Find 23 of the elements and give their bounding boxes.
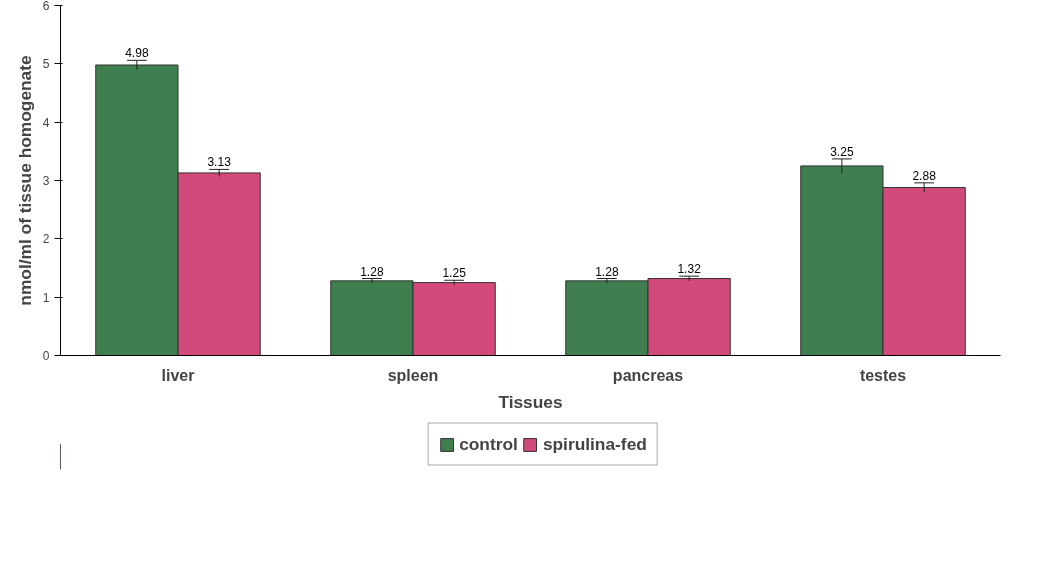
data-label: 1.25 [442, 266, 467, 281]
data-label: 4.98 [125, 46, 149, 61]
data-label: 1.28 [360, 264, 384, 279]
data-label: 1.32 [677, 262, 702, 277]
x-tick-label: spleen [387, 366, 439, 384]
y-tick-label: 4 [42, 115, 50, 130]
x-tick-label: testes [859, 366, 907, 384]
x-tick-label: pancreas [612, 366, 684, 384]
legend-label: control [459, 433, 518, 455]
y-tick-label: 6 [42, 0, 50, 13]
legend-label: spirulina-fed [542, 433, 647, 455]
y-tick-label: 1 [42, 290, 50, 305]
data-label: 3.25 [830, 144, 854, 159]
y-tick-label: 3 [42, 174, 50, 188]
y-tick-label: 0 [42, 349, 50, 363]
y-tick-label: 2 [42, 232, 50, 247]
y-tick-label: 5 [42, 57, 50, 72]
data-label: 2.88 [912, 168, 937, 183]
y-axis-title: nmol/ml of tissue homogenate [14, 54, 35, 306]
data-label: 1.28 [595, 264, 619, 279]
x-axis-title: Tissues [498, 391, 563, 412]
x-tick-label: liver [161, 366, 195, 384]
data-label: 3.13 [207, 155, 232, 170]
